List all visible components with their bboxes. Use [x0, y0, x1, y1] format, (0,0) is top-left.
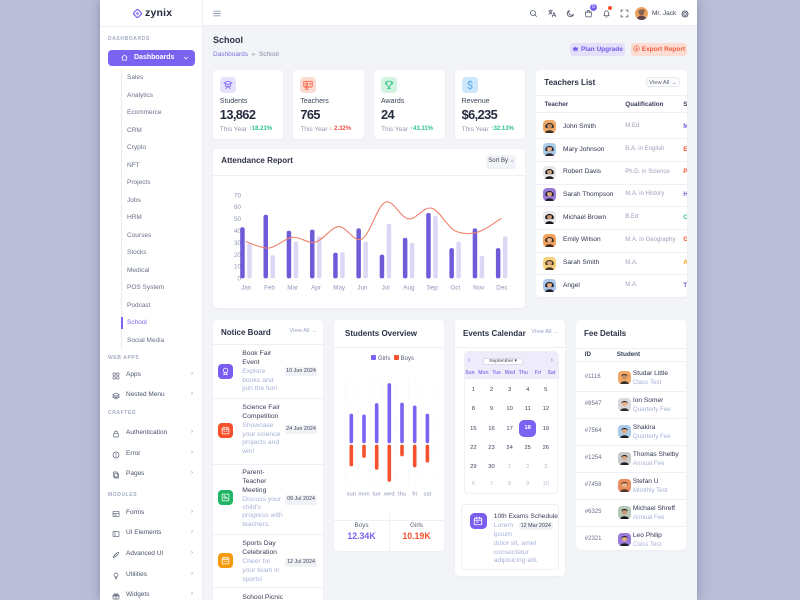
svg-text:Aug: Aug	[403, 284, 415, 291]
svg-text:fri: fri	[412, 492, 417, 498]
svg-text:60: 60	[234, 204, 242, 211]
svg-text:20: 20	[234, 252, 242, 259]
svg-text:Jan: Jan	[241, 284, 252, 291]
svg-text:thu: thu	[398, 492, 406, 498]
svg-text:tue: tue	[373, 492, 381, 498]
svg-text:Feb: Feb	[264, 284, 275, 291]
svg-text:May: May	[333, 284, 346, 291]
svg-text:Jul: Jul	[381, 284, 389, 291]
svg-text:mon: mon	[358, 492, 369, 498]
svg-text:Nov: Nov	[473, 284, 485, 291]
svg-text:Apr: Apr	[311, 284, 321, 291]
svg-text:10: 10	[234, 263, 242, 270]
svg-text:30: 30	[234, 240, 242, 247]
svg-text:50: 50	[234, 216, 242, 223]
svg-text:70: 70	[234, 192, 242, 199]
svg-text:40: 40	[234, 228, 242, 235]
svg-text:wed: wed	[383, 492, 395, 498]
svg-text:Sep: Sep	[426, 284, 438, 291]
svg-text:0: 0	[237, 275, 241, 282]
svg-text:Jun: Jun	[357, 284, 368, 291]
svg-text:sun: sun	[347, 492, 356, 498]
svg-text:Dec: Dec	[496, 284, 507, 291]
svg-text:Mar: Mar	[287, 284, 298, 291]
svg-text:Oct: Oct	[450, 284, 460, 291]
svg-text:sat: sat	[424, 492, 432, 498]
